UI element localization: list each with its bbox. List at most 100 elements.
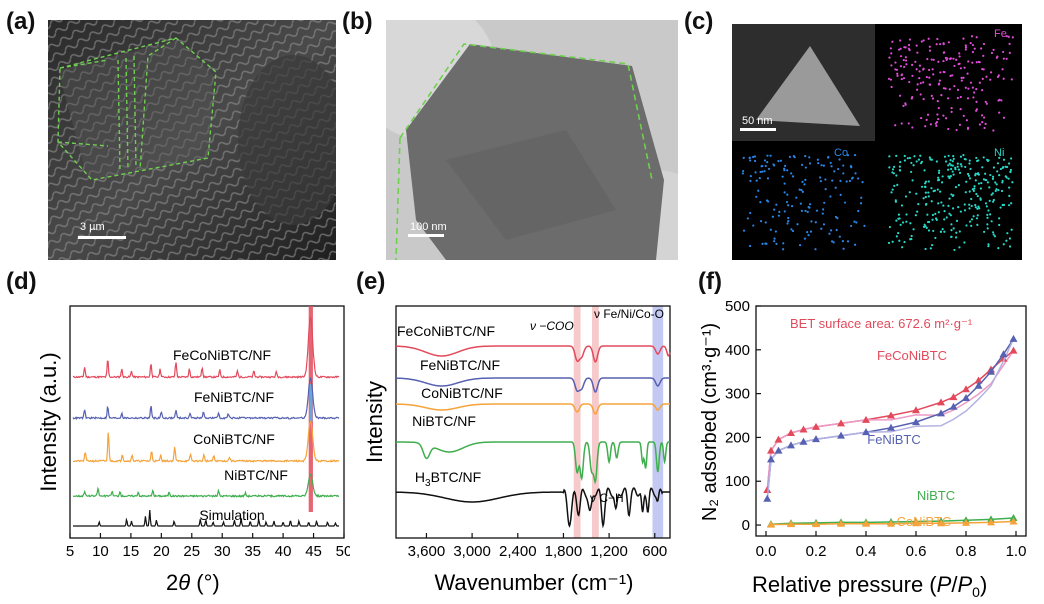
co-dot <box>833 170 836 173</box>
fe-dot <box>928 49 932 52</box>
co-dot <box>814 221 817 224</box>
fe-dot <box>1007 35 1010 38</box>
ni-dot <box>986 227 989 230</box>
ni-dot <box>903 240 906 244</box>
co-dot <box>857 209 860 213</box>
ni-dot <box>951 160 954 163</box>
co-dot <box>752 155 755 159</box>
bet-point <box>962 394 970 401</box>
fe-dot <box>942 59 945 63</box>
ni-dot <box>993 235 997 238</box>
bet-point <box>862 415 870 423</box>
fe-dot <box>973 47 976 50</box>
co-dot <box>798 188 801 191</box>
bet-point <box>974 381 983 389</box>
co-dot <box>839 179 842 182</box>
ni-dot <box>1007 177 1010 180</box>
ni-dot <box>992 198 995 202</box>
ni-dot <box>967 174 971 177</box>
co-dot <box>796 223 799 226</box>
ni-dot <box>1010 228 1013 231</box>
fe-dot <box>911 96 914 99</box>
fe-dot <box>980 114 984 117</box>
ni-dot <box>973 185 976 188</box>
ni-dot <box>922 197 925 200</box>
fe-dot <box>918 64 922 67</box>
ni-dot <box>970 218 974 221</box>
fe-dot <box>971 50 975 54</box>
co-dot <box>829 161 832 165</box>
co-dot <box>787 220 790 223</box>
co-dot <box>790 228 793 231</box>
ni-dot <box>1005 239 1008 242</box>
xrd-series-line <box>72 473 340 499</box>
tem-scale-bar <box>408 234 444 237</box>
ni-dot <box>935 160 938 163</box>
fe-dot <box>1010 78 1013 81</box>
ni-dot <box>978 207 981 210</box>
ni-dot <box>951 207 955 210</box>
co-dot <box>786 169 789 172</box>
fe-dot <box>975 61 978 64</box>
co-dot <box>848 179 852 183</box>
fe-dot <box>985 102 988 105</box>
ni-dot <box>898 239 901 242</box>
ni-dot <box>1009 157 1013 160</box>
ni-dot <box>929 247 932 250</box>
fe-dot <box>953 84 956 88</box>
ni-dot <box>891 168 895 171</box>
ni-dot <box>912 164 915 167</box>
fe-dot <box>911 126 914 129</box>
fe-dot <box>1002 116 1006 119</box>
xrd-x-tick-label: 10 <box>92 543 109 560</box>
fe-dot <box>936 113 939 116</box>
ni-dot <box>968 190 971 193</box>
ni-dot <box>970 204 973 208</box>
co-dot <box>758 176 761 180</box>
ni-dot <box>1010 202 1013 205</box>
eds-scale-label: 50 nm <box>742 115 773 127</box>
co-dot <box>763 170 766 173</box>
ni-dot <box>1008 194 1011 197</box>
xrd-plot-frame <box>69 305 345 539</box>
ni-dot <box>995 183 998 186</box>
fe-dot <box>926 57 929 61</box>
fe-dot <box>918 70 921 73</box>
ni-dot <box>891 171 894 174</box>
ni-dot <box>895 174 898 177</box>
ni-dot <box>963 203 966 206</box>
eds-scale-bar <box>740 128 776 131</box>
xrd-x-tick-label: 25 <box>183 543 200 560</box>
ni-dot <box>996 170 999 173</box>
fe-dot <box>935 120 938 124</box>
co-dot <box>749 244 752 248</box>
fe-dot <box>956 96 959 100</box>
fe-dot <box>1000 99 1003 102</box>
ni-dot <box>988 199 991 202</box>
ni-dot <box>887 241 891 245</box>
ni-dot <box>976 172 979 175</box>
fe-dot <box>931 97 935 100</box>
co-dot <box>764 221 767 224</box>
panel-a-label: (a) <box>6 8 36 35</box>
fe-dot <box>965 119 968 122</box>
ftir-band <box>591 306 599 538</box>
co-dot <box>845 180 848 183</box>
ni-dot <box>952 194 955 197</box>
ni-dot <box>977 205 980 208</box>
ni-dot <box>963 241 966 244</box>
ni-dot <box>937 211 940 214</box>
co-dot <box>806 210 809 214</box>
bet-point <box>763 486 772 493</box>
ni-dot <box>947 175 950 178</box>
bet-point <box>837 419 845 427</box>
ni-dot <box>972 189 975 192</box>
xrd-series-line <box>72 420 340 463</box>
fe-dot <box>984 100 987 103</box>
ni-dot <box>906 157 909 160</box>
ni-dot <box>924 247 927 251</box>
xrd-series-line <box>72 377 340 420</box>
ftir-series-line <box>396 487 670 529</box>
ni-dot <box>968 220 972 223</box>
xrd-x-tick-label: 45 <box>305 543 322 560</box>
